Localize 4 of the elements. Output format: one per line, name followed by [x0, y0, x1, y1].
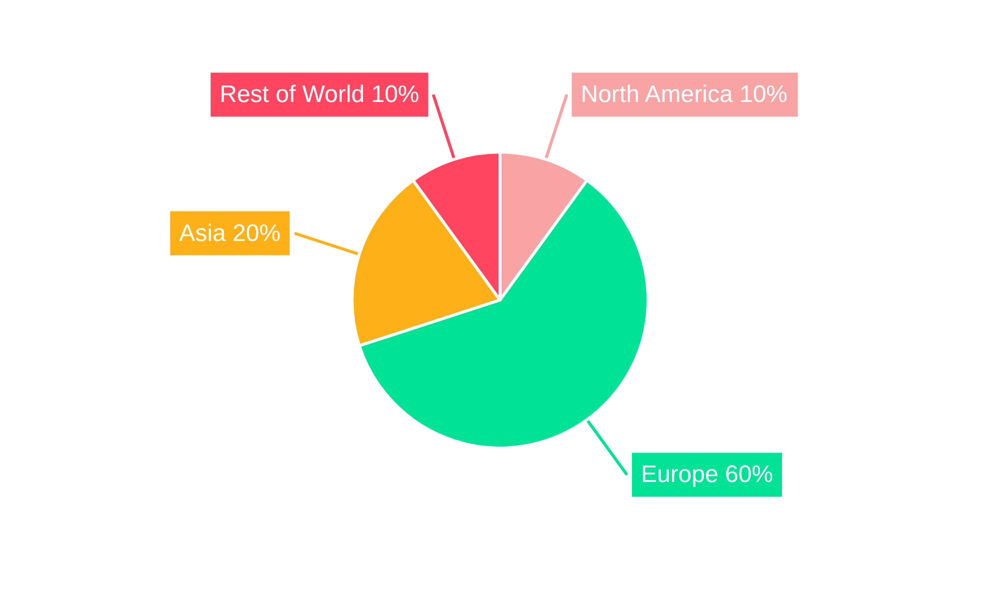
slice-label: Asia 20%: [179, 220, 281, 247]
slice-label: North America 10%: [580, 81, 788, 108]
slice-label: Rest of World 10%: [220, 81, 420, 108]
slice-label: Europe 60%: [640, 461, 774, 488]
